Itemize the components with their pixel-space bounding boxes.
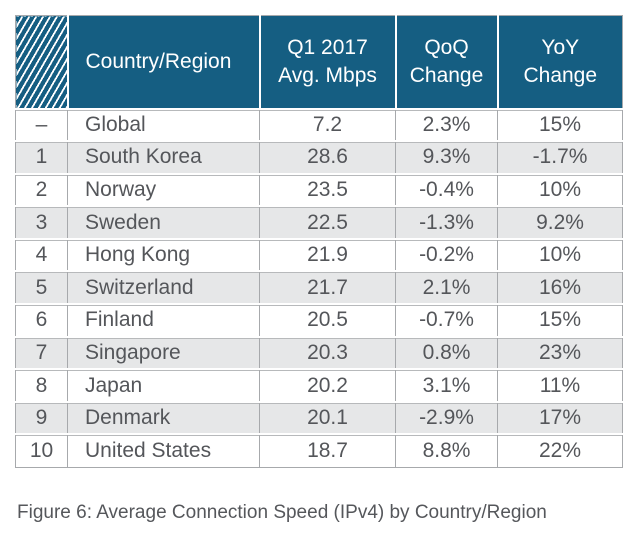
- cell-mbps: 21.9: [259, 237, 396, 272]
- cell-yoy: 10%: [497, 237, 623, 272]
- cell-qoq: -2.9%: [395, 400, 498, 435]
- table-row: – Global 7.2 2.3% 15%: [15, 107, 623, 142]
- table-row: 8 Japan 20.2 3.1% 11%: [15, 368, 623, 402]
- cell-mbps: 20.2: [259, 368, 396, 402]
- header-avg-mbps-line2: Avg. Mbps: [278, 63, 377, 87]
- cell-qoq: 0.8%: [395, 335, 498, 370]
- cell-rank: 7: [15, 335, 68, 370]
- header-avg-mbps-line1: Q1 2017: [287, 36, 368, 60]
- table-row: 6 Finland 20.5 -0.7% 15%: [15, 303, 623, 337]
- table-row: 4 Hong Kong 21.9 -0.2% 10%: [15, 237, 623, 272]
- cell-country: Singapore: [67, 335, 260, 370]
- cell-yoy: -1.7%: [497, 140, 623, 174]
- cell-yoy: 10%: [497, 172, 623, 207]
- cell-mbps: 18.7: [259, 433, 396, 468]
- cell-rank: 4: [15, 237, 68, 272]
- cell-rank: –: [15, 107, 68, 142]
- cell-mbps: 23.5: [259, 172, 396, 207]
- table-body: – Global 7.2 2.3% 15% 1 South Korea 28.6 9.3% -1.…: [15, 107, 623, 468]
- cell-yoy: 11%: [497, 368, 623, 402]
- figure-caption: Figure 6: Average Connection Speed (IPv4…: [17, 502, 547, 523]
- table-row: 3 Sweden 22.5 -1.3% 9.2%: [15, 205, 623, 239]
- header-yoy-change: YoY Change: [496, 15, 623, 109]
- cell-qoq: 2.1%: [395, 270, 498, 305]
- cell-rank: 3: [15, 205, 68, 239]
- cell-qoq: -1.3%: [395, 205, 498, 239]
- header-country-region: Country/Region: [66, 15, 260, 109]
- cell-rank: 5: [15, 270, 68, 305]
- cell-yoy: 23%: [497, 335, 623, 370]
- header-qoq-change: QoQ Change: [394, 15, 498, 109]
- cell-qoq: -0.4%: [395, 172, 498, 207]
- cell-qoq: -0.7%: [395, 303, 498, 337]
- table-row: 7 Singapore 20.3 0.8% 23%: [15, 335, 623, 370]
- header-country-label: Country/Region: [85, 49, 232, 73]
- header-avg-mbps: Q1 2017 Avg. Mbps: [258, 15, 396, 109]
- cell-country: Sweden: [67, 205, 260, 239]
- cell-mbps: 22.5: [259, 205, 396, 239]
- cell-yoy: 15%: [497, 303, 623, 337]
- cell-country: Switzerland: [67, 270, 260, 305]
- cell-mbps: 20.5: [259, 303, 396, 337]
- cell-mbps: 20.1: [259, 400, 396, 435]
- cell-qoq: 3.1%: [395, 368, 498, 402]
- header-qoq-line2: Change: [409, 63, 484, 87]
- cell-qoq: 9.3%: [395, 140, 498, 174]
- cell-country: Finland: [67, 303, 260, 337]
- cell-yoy: 15%: [497, 107, 623, 142]
- cell-rank: 8: [15, 368, 68, 402]
- cell-rank: 10: [15, 433, 68, 468]
- connection-speed-figure: Country/Region Q1 2017 Avg. Mbps QoQ Cha…: [15, 15, 623, 468]
- cell-rank: 1: [15, 140, 68, 174]
- cell-rank: 6: [15, 303, 68, 337]
- table-header: Country/Region Q1 2017 Avg. Mbps QoQ Cha…: [15, 15, 623, 109]
- table-row: 9 Denmark 20.1 -2.9% 17%: [15, 400, 623, 435]
- cell-yoy: 17%: [497, 400, 623, 435]
- cell-mbps: 20.3: [259, 335, 396, 370]
- connection-speed-table: Country/Region Q1 2017 Avg. Mbps QoQ Cha…: [15, 15, 623, 468]
- header-yoy-line1: YoY: [541, 36, 580, 60]
- cell-mbps: 21.7: [259, 270, 396, 305]
- table-row: 2 Norway 23.5 -0.4% 10%: [15, 172, 623, 207]
- cell-qoq: 2.3%: [395, 107, 498, 142]
- cell-country: Japan: [67, 368, 260, 402]
- cell-yoy: 16%: [497, 270, 623, 305]
- cell-mbps: 7.2: [259, 107, 396, 142]
- cell-country: United States: [67, 433, 260, 468]
- cell-country: Global: [67, 107, 260, 142]
- table-row: 5 Switzerland 21.7 2.1% 16%: [15, 270, 623, 305]
- cell-rank: 2: [15, 172, 68, 207]
- cell-qoq: -0.2%: [395, 237, 498, 272]
- cell-yoy: 22%: [497, 433, 623, 468]
- cell-yoy: 9.2%: [497, 205, 623, 239]
- header-yoy-line2: Change: [523, 63, 598, 87]
- cell-mbps: 28.6: [259, 140, 396, 174]
- cell-rank: 9: [15, 400, 68, 435]
- cell-qoq: 8.8%: [395, 433, 498, 468]
- cell-country: Hong Kong: [67, 237, 260, 272]
- cell-country: Norway: [67, 172, 260, 207]
- cell-country: Denmark: [67, 400, 260, 435]
- table-header-row: Country/Region Q1 2017 Avg. Mbps QoQ Cha…: [15, 15, 623, 109]
- header-qoq-line1: QoQ: [424, 36, 469, 60]
- table-row: 10 United States 18.7 8.8% 22%: [15, 433, 623, 468]
- hatch-corner-cell: [15, 15, 68, 109]
- cell-country: South Korea: [67, 140, 260, 174]
- table-row: 1 South Korea 28.6 9.3% -1.7%: [15, 140, 623, 174]
